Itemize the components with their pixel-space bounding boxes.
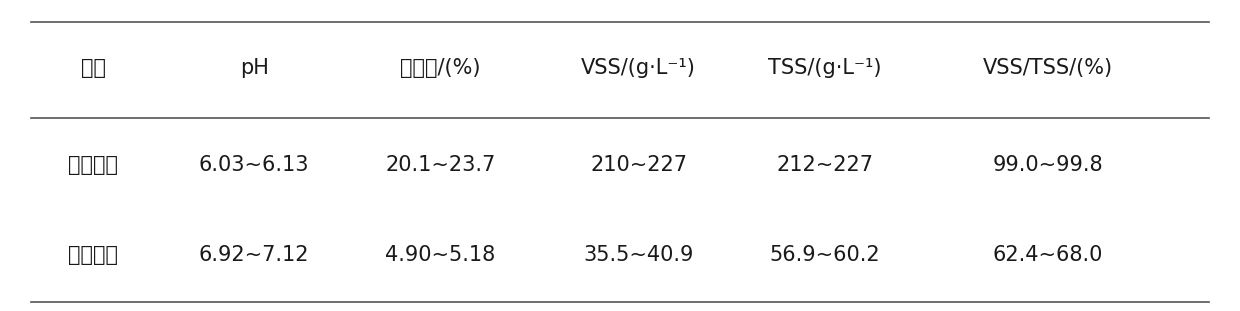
Text: 99.0~99.8: 99.0~99.8 (992, 155, 1104, 175)
Text: 210~227: 210~227 (590, 155, 687, 175)
Text: 62.4~68.0: 62.4~68.0 (992, 245, 1104, 265)
Text: 20.1~23.7: 20.1~23.7 (386, 155, 495, 175)
Text: 35.5~40.9: 35.5~40.9 (583, 245, 694, 265)
Text: 餐厨垃圾: 餐厨垃圾 (68, 155, 118, 175)
Text: 参数: 参数 (81, 58, 105, 78)
Text: TSS/(g·L⁻¹): TSS/(g·L⁻¹) (768, 58, 882, 78)
Text: 6.92~7.12: 6.92~7.12 (198, 245, 310, 265)
Text: VSS/TSS/(%): VSS/TSS/(%) (983, 58, 1112, 78)
Text: 城市污泥: 城市污泥 (68, 245, 118, 265)
Text: 212~227: 212~227 (776, 155, 873, 175)
Text: pH: pH (239, 58, 269, 78)
Text: VSS/(g·L⁻¹): VSS/(g·L⁻¹) (582, 58, 696, 78)
Text: 56.9~60.2: 56.9~60.2 (769, 245, 880, 265)
Text: 含固率/(%): 含固率/(%) (401, 58, 480, 78)
Text: 4.90~5.18: 4.90~5.18 (386, 245, 495, 265)
Text: 6.03~6.13: 6.03~6.13 (198, 155, 310, 175)
